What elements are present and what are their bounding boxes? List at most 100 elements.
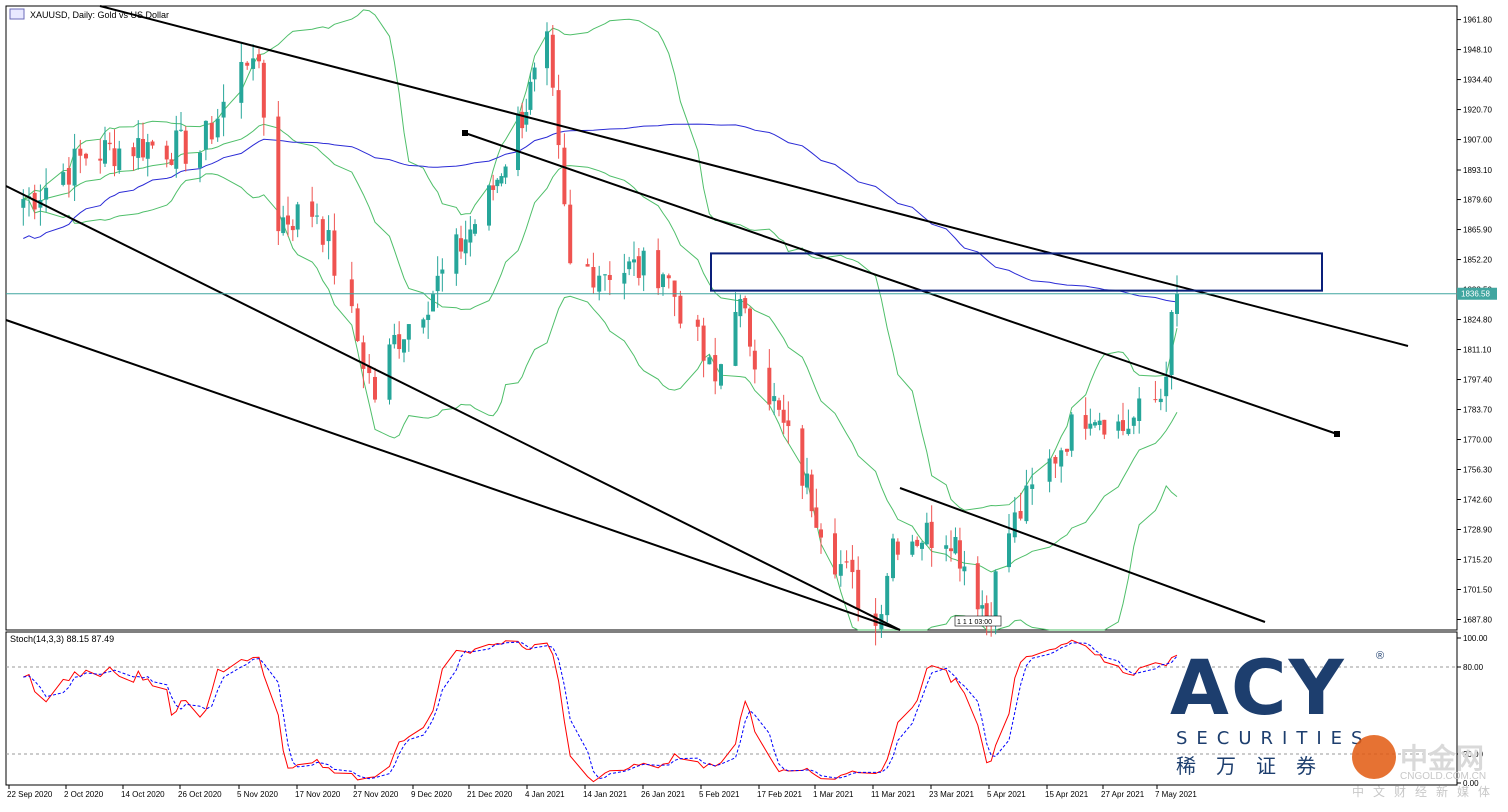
candle-body-107 <box>777 400 781 410</box>
candle-body-54 <box>406 324 411 340</box>
candle-body-144 <box>1030 484 1035 489</box>
candle-body-11 <box>103 140 107 164</box>
candle-body-80 <box>585 264 590 267</box>
date-label-11: 26 Jan 2021 <box>641 790 686 799</box>
candle-body-76 <box>550 34 555 88</box>
candle-body-132 <box>953 536 958 554</box>
candle-body-116 <box>838 564 843 576</box>
date-label-15: 11 Mar 2021 <box>871 790 916 799</box>
candle-body-109 <box>786 420 791 427</box>
candle-body-100 <box>733 311 738 366</box>
candle-body-114 <box>819 529 823 538</box>
candle-body-98 <box>713 355 718 382</box>
candle-body-131 <box>949 548 953 552</box>
candle-body-78 <box>562 147 567 205</box>
candle-body-99 <box>719 364 723 386</box>
price-axis-label-15: 1756.30 <box>1463 466 1492 475</box>
logo-registered-mark: ® <box>1376 650 1385 662</box>
date-label-1: 2 Oct 2020 <box>64 790 104 799</box>
candle-body-16 <box>136 138 141 158</box>
candle-body-146 <box>1053 457 1058 464</box>
date-label-0: 22 Sep 2020 <box>7 790 53 799</box>
candle-body-105 <box>767 367 772 405</box>
candle-body-148 <box>1065 448 1069 452</box>
candle-body-6 <box>66 168 71 185</box>
candle-body-117 <box>844 561 849 563</box>
candle-body-79 <box>568 204 573 264</box>
candle-body-159 <box>1137 398 1142 421</box>
moving-average-line <box>23 123 1178 303</box>
candle-body-17 <box>141 138 145 158</box>
price-axis-label-16: 1742.60 <box>1463 496 1492 505</box>
candle-body-119 <box>856 569 861 610</box>
channel-anchor-point-2 <box>1334 431 1340 437</box>
candle-body-42 <box>320 219 325 245</box>
candle-body-60 <box>454 234 459 274</box>
candle-body-40 <box>310 201 315 217</box>
date-label-19: 27 Apr 2021 <box>1101 790 1145 799</box>
candle-body-20 <box>164 145 169 160</box>
candle-body-108 <box>781 409 786 423</box>
candle-body-46 <box>355 308 360 342</box>
candle-body-90 <box>656 250 661 289</box>
candle-body-55 <box>421 319 426 328</box>
stoch-axis-label-3: 0.00 <box>1463 779 1479 788</box>
candle-body-113 <box>814 507 819 528</box>
candle-body-27 <box>209 122 214 140</box>
date-label-5: 17 Nov 2020 <box>295 790 341 799</box>
candle-body-36 <box>281 217 286 234</box>
candle-body-24 <box>183 130 188 164</box>
candle-body-39 <box>295 204 300 230</box>
candle-body-52 <box>397 334 402 350</box>
candle-body-12 <box>107 142 112 145</box>
price-axis-label-10: 1824.80 <box>1463 316 1492 325</box>
period-marker-box <box>954 615 1002 627</box>
candle-body-7 <box>72 148 77 186</box>
candle-body-83 <box>603 274 607 276</box>
watermark-slogan: 中文财经新媒体 <box>1352 785 1500 799</box>
stoch-pane-frame <box>5 631 1458 786</box>
candle-body-19 <box>150 141 155 146</box>
candle-body-70 <box>516 114 520 170</box>
candle-body-87 <box>632 259 636 263</box>
date-label-20: 7 May 2021 <box>1155 790 1197 799</box>
stoch-title: Stoch(14,3,3) 88.15 87.49 <box>10 634 114 644</box>
current-price-tag <box>1457 287 1497 300</box>
candle-body-150 <box>1083 415 1088 429</box>
candle-body-50 <box>387 344 392 400</box>
price-axis-label-14: 1770.00 <box>1463 436 1492 445</box>
candle-body-115 <box>833 533 837 575</box>
candle-body-10 <box>98 158 103 161</box>
candle-body-143 <box>1024 485 1029 522</box>
candle-body-154 <box>1102 419 1107 435</box>
candle-body-41 <box>315 215 319 217</box>
date-label-10: 14 Jan 2021 <box>583 790 628 799</box>
candle-body-104 <box>752 350 757 370</box>
chart-symbol-icon <box>9 8 25 20</box>
date-label-7: 9 Dec 2020 <box>411 790 452 799</box>
candle-body-9 <box>84 153 88 159</box>
candle-body-96 <box>701 325 706 361</box>
date-label-18: 15 Apr 2021 <box>1045 790 1089 799</box>
channel-line-1 <box>5 185 901 631</box>
candle-body-112 <box>809 474 814 512</box>
date-label-8: 21 Dec 2020 <box>467 790 513 799</box>
candle-body-82 <box>597 275 602 292</box>
candle-body-156 <box>1121 420 1125 431</box>
candle-body-85 <box>622 272 627 284</box>
logo-chinese-name: 稀万证券 <box>1176 754 1336 778</box>
candle-body-57 <box>431 294 435 312</box>
candle-body-33 <box>257 54 261 62</box>
channel-line-0 <box>99 5 1409 347</box>
candle-body-73 <box>528 81 533 110</box>
candle-body-75 <box>545 31 549 69</box>
candle-body-102 <box>743 298 748 309</box>
watermark-brand: 中金网 <box>1400 742 1485 775</box>
candle-body-127 <box>920 542 924 549</box>
candle-body-128 <box>924 522 929 545</box>
stoch-axis-label-1: 80.00 <box>1463 663 1484 672</box>
channel-line-4 <box>899 487 1266 623</box>
candle-body-118 <box>850 559 855 573</box>
